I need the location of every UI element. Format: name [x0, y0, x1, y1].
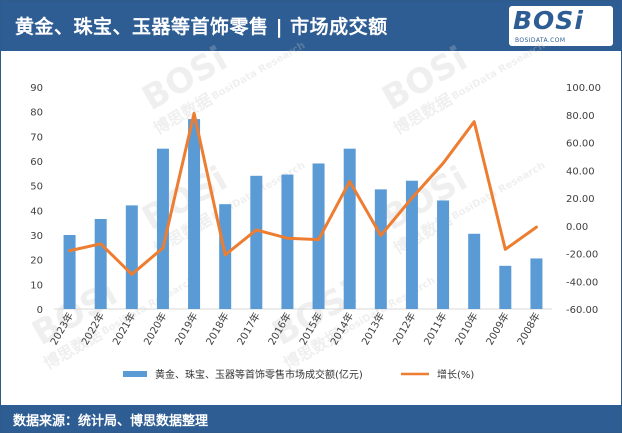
x-tick-label: 2008年 [514, 310, 543, 347]
bar [281, 174, 294, 309]
brand-logo: BOSi BOSIDATA.COM [509, 6, 613, 46]
y-right-tick-label: 100.00 [566, 83, 601, 94]
header-bar: 黄金、珠宝、玉器等首饰零售 | 市场成交额 BOSi BOSIDATA.COM [1, 1, 621, 51]
x-tick-label: 2010年 [452, 310, 481, 347]
bar [94, 218, 107, 309]
y-left-tick-label: 30 [30, 231, 43, 242]
bar [156, 148, 169, 309]
y-left-tick-label: 90 [30, 83, 43, 94]
y-left-tick-label: 0 [37, 305, 43, 316]
bar [63, 235, 76, 309]
footer-bar: 数据来源：统计局、博思数据整理 [1, 405, 621, 432]
logo-subtext: BOSIDATA.COM [515, 37, 566, 44]
x-tick-label: 2018年 [203, 310, 232, 347]
bar [437, 200, 450, 309]
bar [499, 265, 512, 309]
y-right-tick-label: 40.00 [566, 166, 595, 177]
y-right-tick-label: -40.00 [566, 277, 598, 288]
bar [405, 180, 418, 309]
y-right-tick-label: 80.00 [566, 111, 595, 122]
logo-text: BOSi [513, 6, 584, 35]
x-tick-label: 2009年 [483, 310, 512, 347]
x-tick-label: 2020年 [141, 310, 170, 347]
y-left-tick-label: 60 [30, 157, 43, 168]
bar [468, 233, 481, 309]
bar [188, 119, 201, 309]
bar [125, 205, 138, 309]
y-left-tick-label: 20 [30, 256, 43, 267]
bar [374, 189, 387, 309]
bar [530, 258, 543, 309]
y-left-tick-label: 70 [30, 132, 43, 143]
legend-line-label: 增长(%) [437, 368, 474, 381]
y-left-tick-label: 40 [30, 206, 43, 217]
x-tick-label: 2012年 [390, 310, 419, 347]
y-left-tick-label: 80 [30, 108, 43, 119]
page-title: 黄金、珠宝、玉器等首饰零售 | 市场成交额 [15, 16, 388, 38]
legend-bar-swatch [123, 371, 147, 377]
data-source: 数据来源：统计局、博思数据整理 [13, 414, 209, 429]
bar [219, 204, 232, 309]
y-right-tick-label: 20.00 [566, 194, 595, 205]
bar [343, 148, 356, 309]
legend-bar-label: 黄金、珠宝、玉器等首饰零售市场成交额(亿元) [155, 368, 363, 381]
y-right-tick-label: 60.00 [566, 139, 595, 150]
bar [250, 175, 263, 309]
y-right-tick-label: 0.00 [566, 222, 588, 233]
x-tick-label: 2017年 [234, 310, 263, 347]
x-tick-label: 2019年 [172, 310, 201, 347]
y-right-tick-label: -20.00 [566, 250, 598, 261]
y-left-tick-label: 10 [30, 280, 43, 291]
growth-line [68, 111, 538, 276]
y-right-tick-label: -60.00 [566, 305, 598, 316]
y-left-tick-label: 50 [30, 182, 43, 193]
x-tick-label: 2011年 [421, 310, 450, 347]
bar [312, 163, 325, 309]
